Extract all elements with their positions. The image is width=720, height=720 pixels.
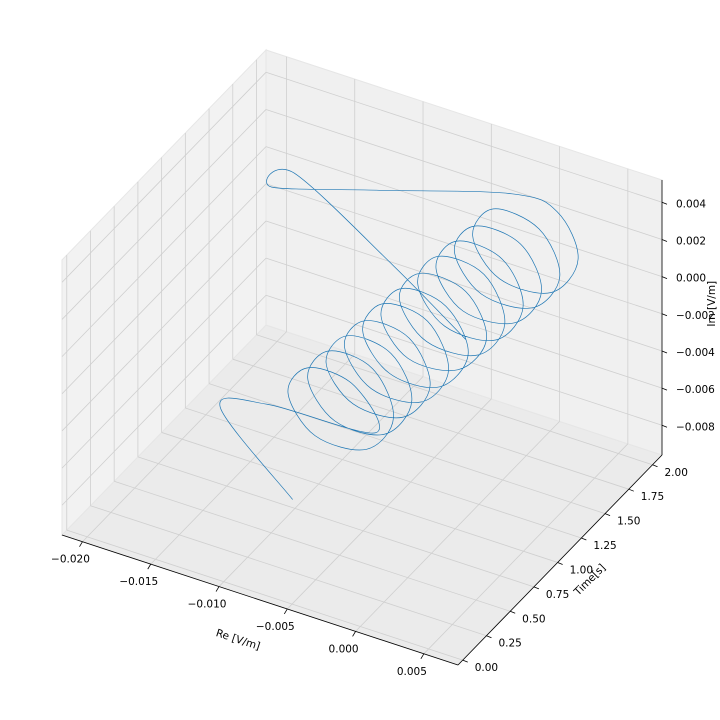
grid-line <box>61 72 267 283</box>
y-tick-label: 1.50 <box>617 516 640 528</box>
tick-mark <box>628 488 634 492</box>
z-tick-label: −0.006 <box>676 384 715 396</box>
grid-line <box>161 432 558 563</box>
grid-line <box>265 294 663 426</box>
tick-mark <box>661 313 668 317</box>
z-tick-label: −0.008 <box>676 421 715 433</box>
grid-line <box>423 443 629 655</box>
tick-mark <box>661 387 668 391</box>
grid-line <box>61 183 267 395</box>
x-axis-line <box>61 534 459 666</box>
x-tick-label: −0.010 <box>188 599 227 611</box>
tick-mark <box>352 631 356 637</box>
y-tick-label: 0.75 <box>546 589 569 601</box>
grid-line <box>61 146 267 357</box>
z-tick-label: 0.004 <box>676 198 706 210</box>
tick-mark <box>604 513 611 516</box>
y-tick-label: 0.00 <box>475 662 498 674</box>
panes <box>61 48 663 666</box>
y-tick-label: 0.50 <box>522 613 545 625</box>
y-axis-line <box>457 454 663 666</box>
y-tick-label: 1.75 <box>641 491 664 503</box>
grid-line <box>265 257 663 389</box>
tick-mark <box>462 659 468 663</box>
grid-line <box>287 398 492 610</box>
grid <box>61 56 663 661</box>
grid-line <box>185 407 582 539</box>
y-tick-label: 0.25 <box>498 638 521 650</box>
x-tick-label: −0.015 <box>119 576 158 588</box>
x-axis-label: Re [V/m] <box>214 627 261 653</box>
tick-mark <box>661 239 668 242</box>
z-axis-label: Im [V/m] <box>706 281 718 327</box>
grid-line <box>61 220 267 432</box>
grid-line <box>66 529 463 661</box>
grid-line <box>265 220 663 352</box>
tick-mark <box>510 610 516 614</box>
grid-line <box>355 421 560 632</box>
x-tick-label: 0.000 <box>329 643 359 655</box>
grid-line <box>265 146 663 278</box>
z-tick-label: −0.004 <box>676 347 715 359</box>
x-tick-label: −0.005 <box>256 621 295 633</box>
grid-line <box>265 71 663 203</box>
z-tick-label: 0.000 <box>676 273 706 285</box>
tick-mark <box>652 464 658 468</box>
grid-line <box>61 257 267 469</box>
tick-mark <box>557 562 563 565</box>
tick-mark <box>533 586 540 590</box>
tick-mark <box>486 635 492 639</box>
grid-line <box>208 383 606 514</box>
grid-line <box>90 505 487 637</box>
grid-line <box>137 456 535 588</box>
tick-mark <box>661 350 668 354</box>
z-tick-label: −0.002 <box>676 310 715 322</box>
grid-line <box>256 334 653 466</box>
tick-mark <box>581 537 587 541</box>
x-tick-label: −0.020 <box>51 554 90 566</box>
tick-mark <box>661 276 668 279</box>
curve <box>219 168 579 500</box>
tick-mark <box>215 586 220 592</box>
tick-mark <box>79 541 83 547</box>
y-tick-label: 2.00 <box>665 467 688 479</box>
grid-line <box>61 294 267 506</box>
tick-mark <box>661 424 668 428</box>
plot-area <box>219 168 579 500</box>
tick-mark <box>420 653 425 659</box>
grid-line <box>232 358 629 490</box>
grid-line <box>150 353 356 565</box>
grid-line <box>82 331 287 543</box>
tick-mark <box>147 563 152 570</box>
y-tick-label: 1.25 <box>593 540 616 552</box>
grid-line <box>218 376 424 587</box>
grid-line <box>114 480 511 612</box>
tick-mark <box>283 608 288 615</box>
tick-mark <box>661 201 668 205</box>
grid-line <box>61 109 267 320</box>
y-tick-label: 1.00 <box>570 564 593 576</box>
grid-line <box>265 109 663 240</box>
z-tick-label: 0.002 <box>676 235 706 247</box>
x-tick-label: 0.005 <box>397 666 427 678</box>
